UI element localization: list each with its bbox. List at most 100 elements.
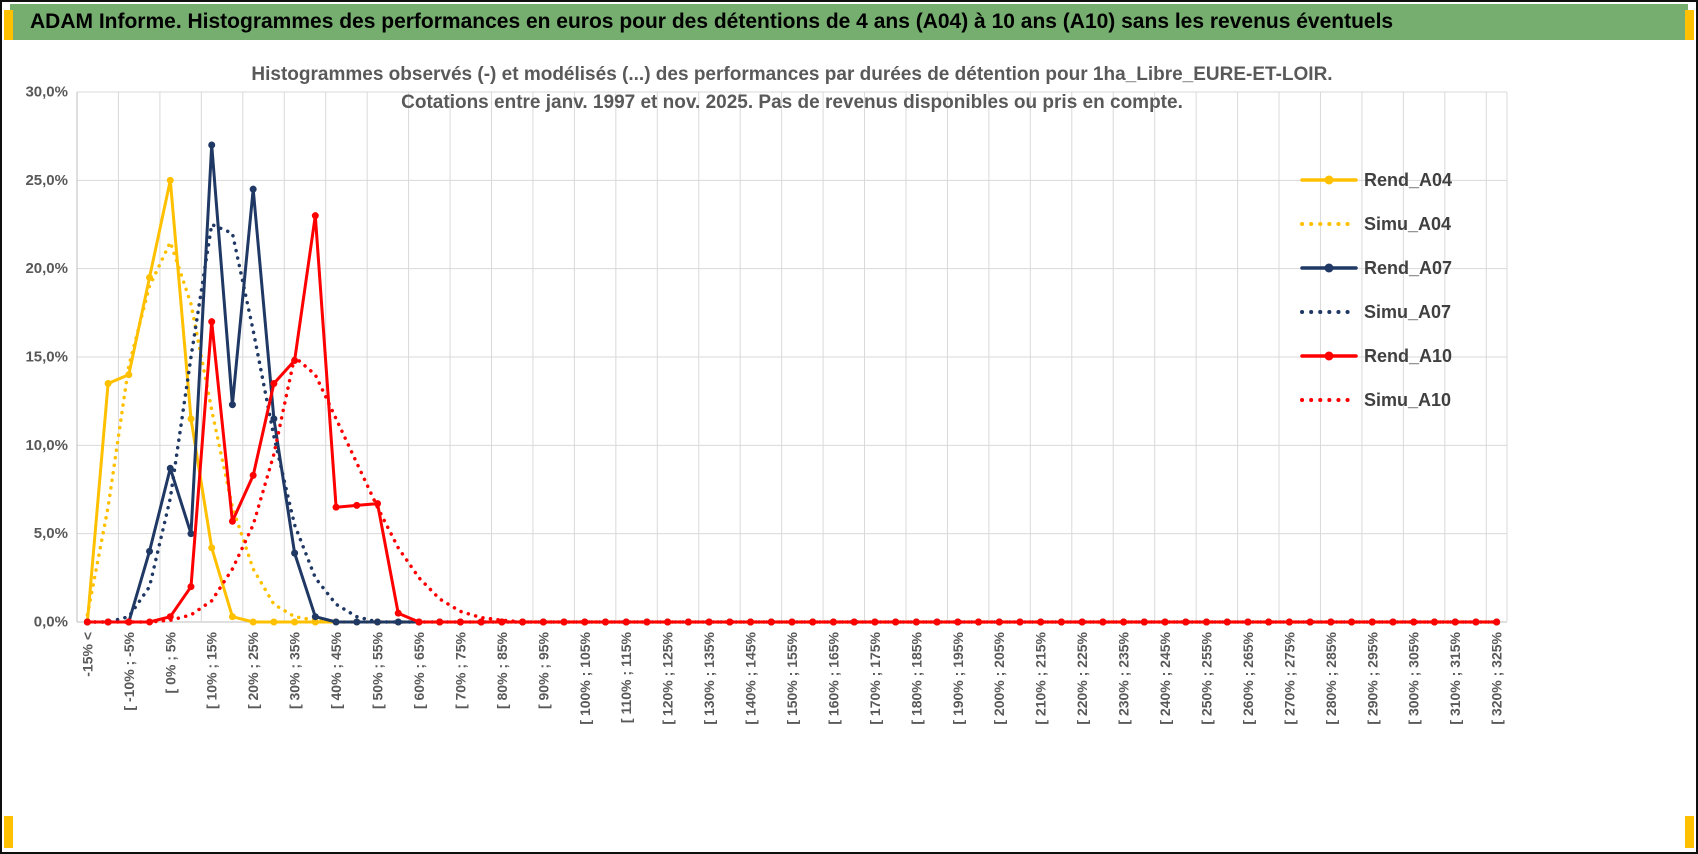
series-marker-Rend_A10 — [166, 613, 174, 621]
chart-title-line1: Histogrammes observés (-) et modélisés (… — [251, 64, 1332, 85]
series-marker-Rend_A10 — [954, 618, 962, 626]
series-marker-Rend_A10 — [560, 618, 568, 626]
series-marker-Rend_A10 — [1348, 618, 1356, 626]
x-tick-label: [ 220% ; 225% — [1074, 631, 1090, 724]
x-tick-label: [ 40% ; 45% — [328, 631, 344, 709]
x-tick-label: [ 290% ; 295% — [1364, 631, 1380, 724]
legend-label-Simu_A10: Simu_A10 — [1364, 390, 1451, 410]
legend-label-Simu_A04: Simu_A04 — [1364, 214, 1451, 234]
series-marker-Rend_A10 — [187, 583, 195, 591]
x-tick-label: [ 230% ; 235% — [1116, 631, 1132, 724]
x-tick-label: [ 210% ; 215% — [1033, 631, 1049, 724]
series-marker-Rend_A10 — [477, 618, 485, 626]
x-tick-label: [ 120% ; 125% — [660, 631, 676, 724]
x-tick-label: [ 10% ; 15% — [204, 631, 220, 709]
chart-title-line2: Cotations entre janv. 1997 et nov. 2025.… — [401, 92, 1183, 113]
series-marker-Rend_A10 — [747, 618, 755, 626]
series-line-Rend_A07 — [85, 143, 1499, 624]
x-tick-label: [ 190% ; 195% — [950, 631, 966, 724]
x-tick-label: [ 110% ; 115% — [618, 631, 634, 723]
grid — [76, 91, 1508, 623]
y-tick-label: 30,0% — [25, 84, 68, 101]
x-tick-label: [ 280% ; 285% — [1323, 631, 1339, 724]
series-marker-Rend_A07 — [228, 401, 236, 409]
series-marker-Rend_A10 — [125, 618, 133, 626]
series-marker-Rend_A07 — [187, 530, 195, 538]
series-marker-Rend_A10 — [871, 618, 879, 626]
x-tick-label: [ 150% ; 155% — [784, 631, 800, 724]
series-line-Rend_A04 — [85, 178, 1499, 624]
series-marker-Rend_A10 — [1120, 618, 1128, 626]
x-tick-label: [ 200% ; 205% — [991, 631, 1007, 724]
series-marker-Rend_A07 — [146, 547, 154, 555]
x-tick-label: [ 50% ; 55% — [370, 631, 386, 709]
series-marker-Rend_A10 — [1327, 618, 1335, 626]
series-marker-Rend_A10 — [208, 318, 216, 326]
chart-canvas: 0,0% 5,0% 10,0% 15,0% 20,0% 25,0% 30,0% -15% < [… — [25, 64, 1508, 725]
axis-labels: 0,0% 5,0% 10,0% 15,0% 20,0% 25,0% 30,0% -15% < [… — [25, 84, 1504, 725]
series-marker-Rend_A04 — [166, 176, 174, 184]
x-tick-label: [ 140% ; 145% — [743, 631, 759, 724]
x-tick-label: [ 90% ; 95% — [535, 631, 551, 709]
series-marker-Rend_A04 — [270, 618, 278, 626]
legend-label-Rend_A07: Rend_A07 — [1364, 258, 1452, 278]
series-marker-Rend_A04 — [104, 380, 112, 387]
legend-swatch-marker-Rend_A04 — [1324, 175, 1334, 185]
series-line-Simu_A10 — [85, 355, 1499, 624]
series-marker-Rend_A07 — [353, 618, 361, 626]
y-tick-label: 25,0% — [25, 172, 68, 189]
legend-item-Rend_A10: Rend_A10 — [1300, 346, 1452, 366]
series-marker-Rend_A10 — [311, 212, 319, 220]
x-tick-label: [ 270% ; 275% — [1281, 631, 1297, 724]
x-tick-label: [ 320% ; 325% — [1489, 631, 1505, 724]
series-marker-Rend_A07 — [208, 141, 216, 149]
legend: Rend_A04 Simu_A04 Rend_A07 Simu_A07 Rend_A10… — [1300, 170, 1452, 410]
legend-swatch-marker-Rend_A07 — [1324, 263, 1334, 273]
series-marker-Rend_A04 — [228, 613, 236, 621]
series-marker-Rend_A10 — [228, 517, 236, 525]
series-marker-Rend_A10 — [498, 618, 506, 626]
header-bar: ADAM Informe. Histogrammes des performan… — [10, 4, 1688, 40]
series-marker-Rend_A10 — [892, 618, 900, 626]
series-marker-Rend_A10 — [809, 618, 817, 626]
series-marker-Rend_A10 — [975, 618, 983, 626]
series-marker-Rend_A10 — [726, 618, 734, 626]
legend-swatch-marker-Rend_A10 — [1324, 351, 1334, 361]
accent-handle — [1685, 10, 1694, 40]
x-tick-label: [ 240% ; 245% — [1157, 631, 1173, 724]
series-marker-Rend_A10 — [270, 380, 278, 387]
legend-label-Rend_A04: Rend_A04 — [1364, 170, 1452, 190]
x-tick-label: -15% < — [79, 632, 95, 677]
series-marker-Rend_A10 — [1493, 618, 1501, 626]
x-tick-label: [ 310% ; 315% — [1447, 631, 1463, 724]
series-marker-Rend_A10 — [415, 618, 423, 626]
series-marker-Rend_A10 — [1244, 618, 1252, 626]
series-marker-Rend_A10 — [581, 618, 589, 626]
x-tick-label: [ 30% ; 35% — [287, 631, 303, 709]
accent-handle — [4, 10, 13, 40]
x-tick-label: [ 180% ; 185% — [908, 631, 924, 724]
series-marker-Rend_A10 — [104, 618, 112, 626]
y-tick-label: 10,0% — [25, 437, 68, 454]
y-tick-label: 20,0% — [25, 260, 68, 277]
x-tick-label: [ -10% ; -5% — [121, 631, 137, 710]
series-marker-Rend_A10 — [249, 471, 257, 479]
legend-label-Rend_A10: Rend_A10 — [1364, 346, 1452, 366]
series-marker-Rend_A10 — [332, 503, 340, 511]
series — [83, 141, 1501, 626]
series-marker-Rend_A10 — [1099, 618, 1107, 626]
x-tick-label: [ 80% ; 85% — [494, 631, 510, 709]
legend-item-Simu_A10: Simu_A10 — [1300, 390, 1451, 410]
series-marker-Rend_A10 — [664, 618, 672, 626]
series-marker-Rend_A10 — [1016, 618, 1024, 626]
x-tick-label: [ 130% ; 135% — [701, 631, 717, 724]
x-tick-label: [ 20% ; 25% — [245, 631, 261, 709]
series-marker-Rend_A10 — [788, 618, 796, 626]
series-marker-Rend_A04 — [291, 618, 299, 626]
series-marker-Rend_A10 — [1265, 618, 1273, 626]
series-marker-Rend_A10 — [1410, 618, 1418, 626]
series-marker-Rend_A04 — [249, 618, 257, 626]
series-marker-Rend_A10 — [394, 609, 402, 617]
legend-item-Rend_A04: Rend_A04 — [1300, 170, 1452, 190]
